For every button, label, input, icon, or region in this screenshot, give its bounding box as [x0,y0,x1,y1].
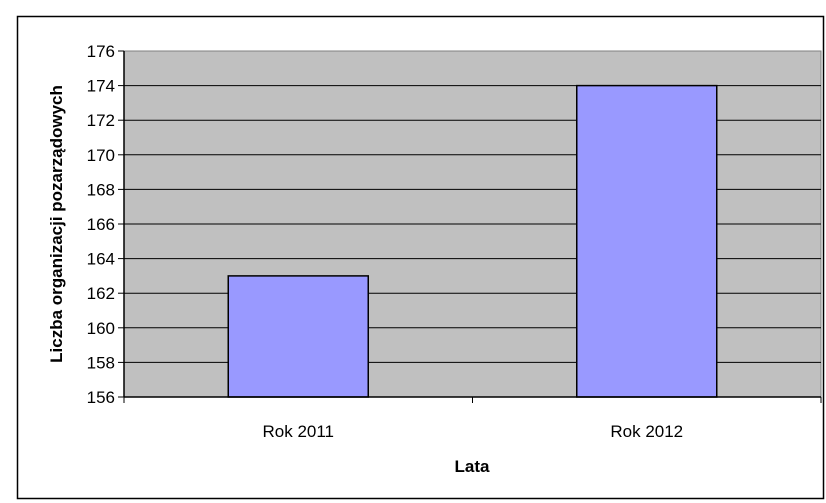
y-tick-label: 160 [87,319,115,338]
y-tick-label: 158 [87,353,115,372]
y-tick-labels: 156 158 160 162 164 166 168 170 172 174 176 [87,42,115,407]
y-axis-title: Liczba organizacji pozarządowych [47,85,66,363]
y-tick-label: 164 [87,250,115,269]
axes [118,50,822,403]
x-axis-title: Lata [455,457,491,476]
bars [227,84,718,398]
x-tick-label: Rok 2012 [610,422,683,441]
y-tick-label: 156 [87,388,115,407]
bar-rok-2012 [576,84,718,398]
x-tick-label: Rok 2011 [262,422,334,441]
y-tick-label: 168 [87,180,115,199]
x-tick-labels: Rok 2011 Rok 2012 [262,422,683,441]
y-tick-label: 174 [87,77,115,96]
y-tick-label: 166 [87,215,115,234]
bar-rok-2011 [227,275,369,398]
y-tick-label: 176 [87,42,115,61]
y-tick-label: 162 [87,284,115,303]
y-tick-label: 170 [87,146,115,165]
y-tick-label: 172 [87,111,115,130]
